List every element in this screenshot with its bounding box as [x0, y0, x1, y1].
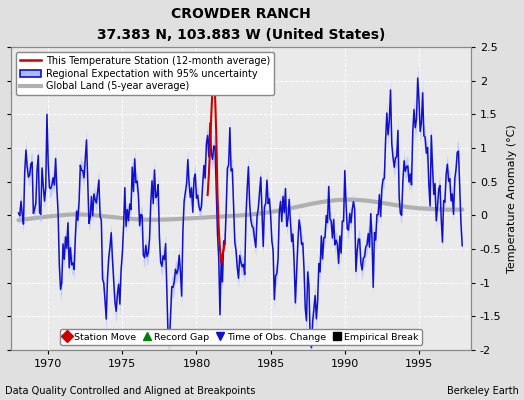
Y-axis label: Temperature Anomaly (°C): Temperature Anomaly (°C) — [507, 124, 517, 273]
Title: CROWDER RANCH
37.383 N, 103.883 W (United States): CROWDER RANCH 37.383 N, 103.883 W (Unite… — [97, 7, 385, 42]
Text: Data Quality Controlled and Aligned at Breakpoints: Data Quality Controlled and Aligned at B… — [5, 386, 256, 396]
Text: Berkeley Earth: Berkeley Earth — [447, 386, 519, 396]
Legend: Station Move, Record Gap, Time of Obs. Change, Empirical Break: Station Move, Record Gap, Time of Obs. C… — [60, 329, 422, 345]
